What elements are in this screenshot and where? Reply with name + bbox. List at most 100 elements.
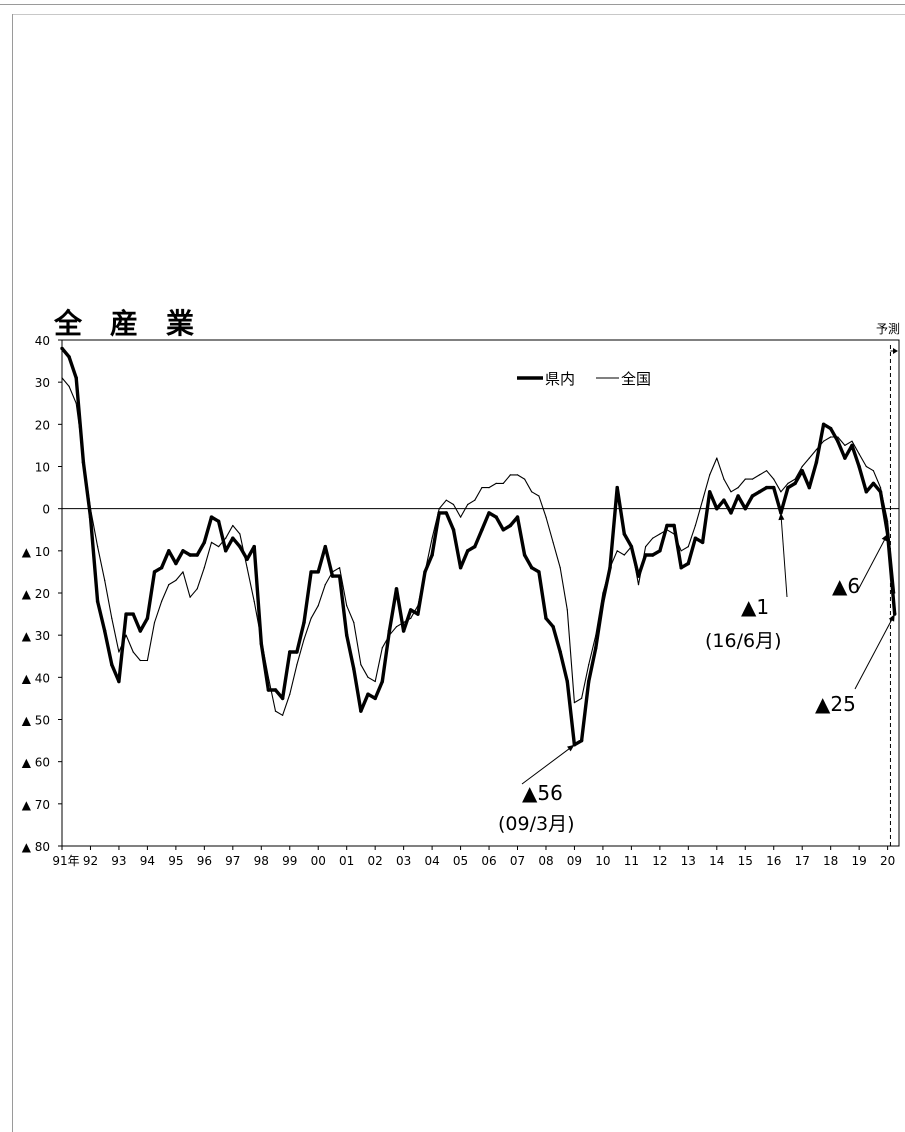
data-point-zenkoku: [552, 541, 554, 544]
data-point-kennai: [238, 544, 242, 549]
x-axis: 91年 92 93 94 95 96 97 98 99 00 01 02 03 04 05 06 07 08 09 1…: [52, 846, 895, 868]
data-point-kennai: [387, 629, 392, 633]
data-point-kennai: [466, 549, 470, 553]
data-point-kennai: [316, 570, 320, 574]
data-point-kennai: [394, 587, 399, 591]
data-point-kennai: [280, 696, 285, 701]
data-point-kennai: [159, 566, 164, 570]
data-point-zenkoku: [438, 508, 440, 510]
data-point-zenkoku: [310, 617, 312, 619]
data-point-kennai: [401, 629, 406, 633]
data-point-zenkoku: [467, 503, 469, 506]
data-point-zenkoku: [104, 579, 106, 582]
data-point-kennai: [871, 481, 876, 486]
data-point-kennai: [152, 570, 157, 574]
x-tick-label: 05: [453, 854, 468, 868]
annotation-leader: [856, 533, 889, 593]
data-point-kennai: [480, 528, 484, 532]
data-point-kennai: [537, 570, 541, 574]
data-point-kennai: [700, 540, 705, 545]
data-point-kennai: [167, 549, 171, 553]
data-point-zenkoku: [125, 634, 127, 636]
data-point-zenkoku: [296, 664, 298, 666]
data-point-kennai: [651, 553, 655, 557]
data-point-zenkoku: [716, 457, 718, 459]
data-point-kennai: [373, 696, 377, 701]
data-point-zenkoku: [524, 478, 526, 480]
data-point-zenkoku: [709, 474, 711, 476]
data-point-zenkoku: [132, 651, 134, 653]
data-point-zenkoku: [872, 470, 875, 472]
data-point-zenkoku: [218, 546, 220, 548]
data-point-kennai: [95, 599, 100, 604]
data-point-zenkoku: [317, 605, 319, 607]
data-point-zenkoku: [175, 579, 177, 582]
data-point-kennai: [579, 738, 584, 743]
data-point-kennai: [757, 490, 762, 494]
data-point-kennai: [117, 679, 121, 684]
data-point-kennai: [601, 599, 605, 604]
data-point-kennai: [266, 688, 271, 692]
data-point-zenkoku: [566, 609, 568, 611]
data-point-zenkoku: [367, 676, 369, 678]
data-point-kennai: [629, 544, 634, 549]
data-point-kennai: [174, 561, 178, 566]
data-point-kennai: [743, 507, 747, 511]
data-point-zenkoku: [559, 567, 561, 569]
data-point-zenkoku: [616, 550, 618, 552]
data-point-zenkoku: [637, 584, 640, 586]
x-tick-label: 93: [111, 854, 126, 868]
y-tick-label: 30: [35, 376, 50, 390]
data-point-kennai: [508, 523, 513, 528]
data-point-kennai: [800, 469, 804, 473]
data-point-kennai: [608, 566, 612, 570]
data-point-zenkoku: [452, 503, 455, 506]
data-point-kennai: [416, 612, 420, 616]
x-tick-label: 01: [339, 854, 354, 868]
data-point-kennai: [643, 553, 648, 557]
data-point-zenkoku: [751, 478, 754, 480]
data-point-zenkoku: [346, 605, 348, 607]
x-tick-label: 94: [140, 854, 155, 868]
data-point-kennai: [473, 544, 477, 549]
annotation-value: ▲1: [741, 595, 769, 619]
data-point-zenkoku: [737, 487, 739, 489]
data-point-kennai: [665, 523, 669, 528]
data-point-zenkoku: [189, 596, 191, 598]
data-point-kennai: [216, 519, 221, 523]
y-tick-label: ▲ 40: [22, 671, 50, 685]
annotation-leader: [521, 744, 575, 785]
annotation-date: (16/6月): [705, 630, 782, 652]
y-tick-label: 10: [35, 461, 50, 475]
data-point-zenkoku: [723, 478, 725, 480]
y-tick-label: ▲ 80: [22, 840, 50, 854]
annotation-value: ▲25: [815, 692, 856, 716]
data-point-kennai: [487, 511, 491, 515]
data-point-zenkoku: [702, 499, 704, 501]
data-point-zenkoku: [253, 600, 255, 603]
data-point-zenkoku: [495, 482, 497, 484]
x-tick-label: 18: [823, 854, 838, 868]
data-point-zenkoku: [502, 482, 504, 484]
legend-label-zenkoku: 全国: [621, 370, 651, 388]
data-point-zenkoku: [645, 546, 647, 548]
data-point-zenkoku: [203, 567, 205, 569]
x-tick-label: 11: [624, 854, 639, 868]
data-point-zenkoku: [588, 664, 590, 666]
data-point-zenkoku: [481, 487, 483, 489]
data-point-kennai: [409, 608, 413, 612]
x-tick-label: 15: [738, 854, 753, 868]
data-point-kennai: [636, 574, 641, 578]
data-point-kennai: [195, 553, 199, 557]
forecast-label: 予測: [876, 322, 900, 336]
data-point-kennai: [672, 523, 676, 528]
data-point-kennai: [67, 355, 71, 359]
data-point-zenkoku: [381, 647, 383, 649]
x-tick-label: 96: [197, 854, 212, 868]
data-point-zenkoku: [787, 482, 789, 484]
data-point-zenkoku: [773, 478, 775, 480]
data-point-kennai: [337, 574, 342, 578]
data-point-zenkoku: [823, 440, 825, 442]
data-point-kennai: [345, 633, 349, 637]
y-tick-label: 40: [35, 334, 50, 348]
